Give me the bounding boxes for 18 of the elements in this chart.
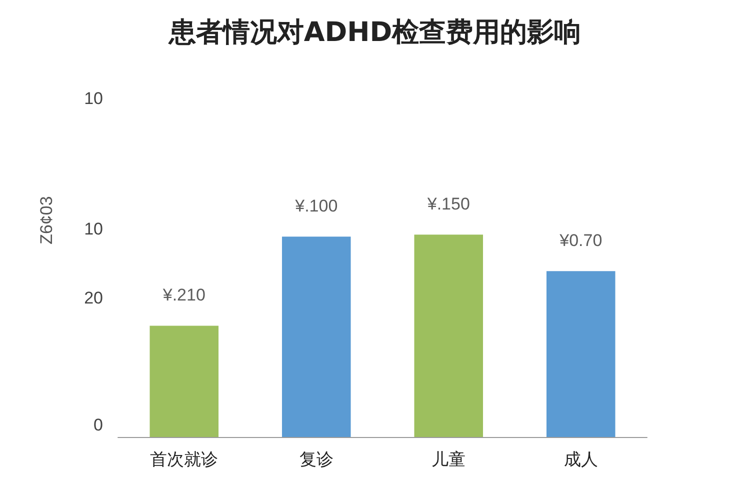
text: 20 — [84, 288, 104, 308]
text: 10 — [84, 220, 104, 239]
bar — [150, 326, 219, 437]
x-tick-label: 复诊 — [299, 450, 334, 469]
x-tick-label: 成人 — [564, 450, 598, 469]
y-axis-title: Z6¢03 — [37, 196, 56, 244]
annotation: ¥0.70 — [558, 231, 602, 250]
annotation: ¥.150 — [426, 194, 470, 214]
chart-title: 患者情况对ADHD检查费用的影响 — [168, 17, 582, 48]
bar — [546, 271, 616, 437]
text: 0 — [94, 416, 104, 435]
bar — [282, 236, 351, 437]
annotation: ¥.210 — [162, 286, 206, 305]
x-tick-label: 儿童 — [432, 450, 466, 469]
text: 10 — [84, 88, 104, 108]
x-tick-label: 首次就诊 — [150, 450, 218, 469]
annotation: ¥.100 — [294, 196, 338, 216]
bar — [414, 234, 484, 437]
